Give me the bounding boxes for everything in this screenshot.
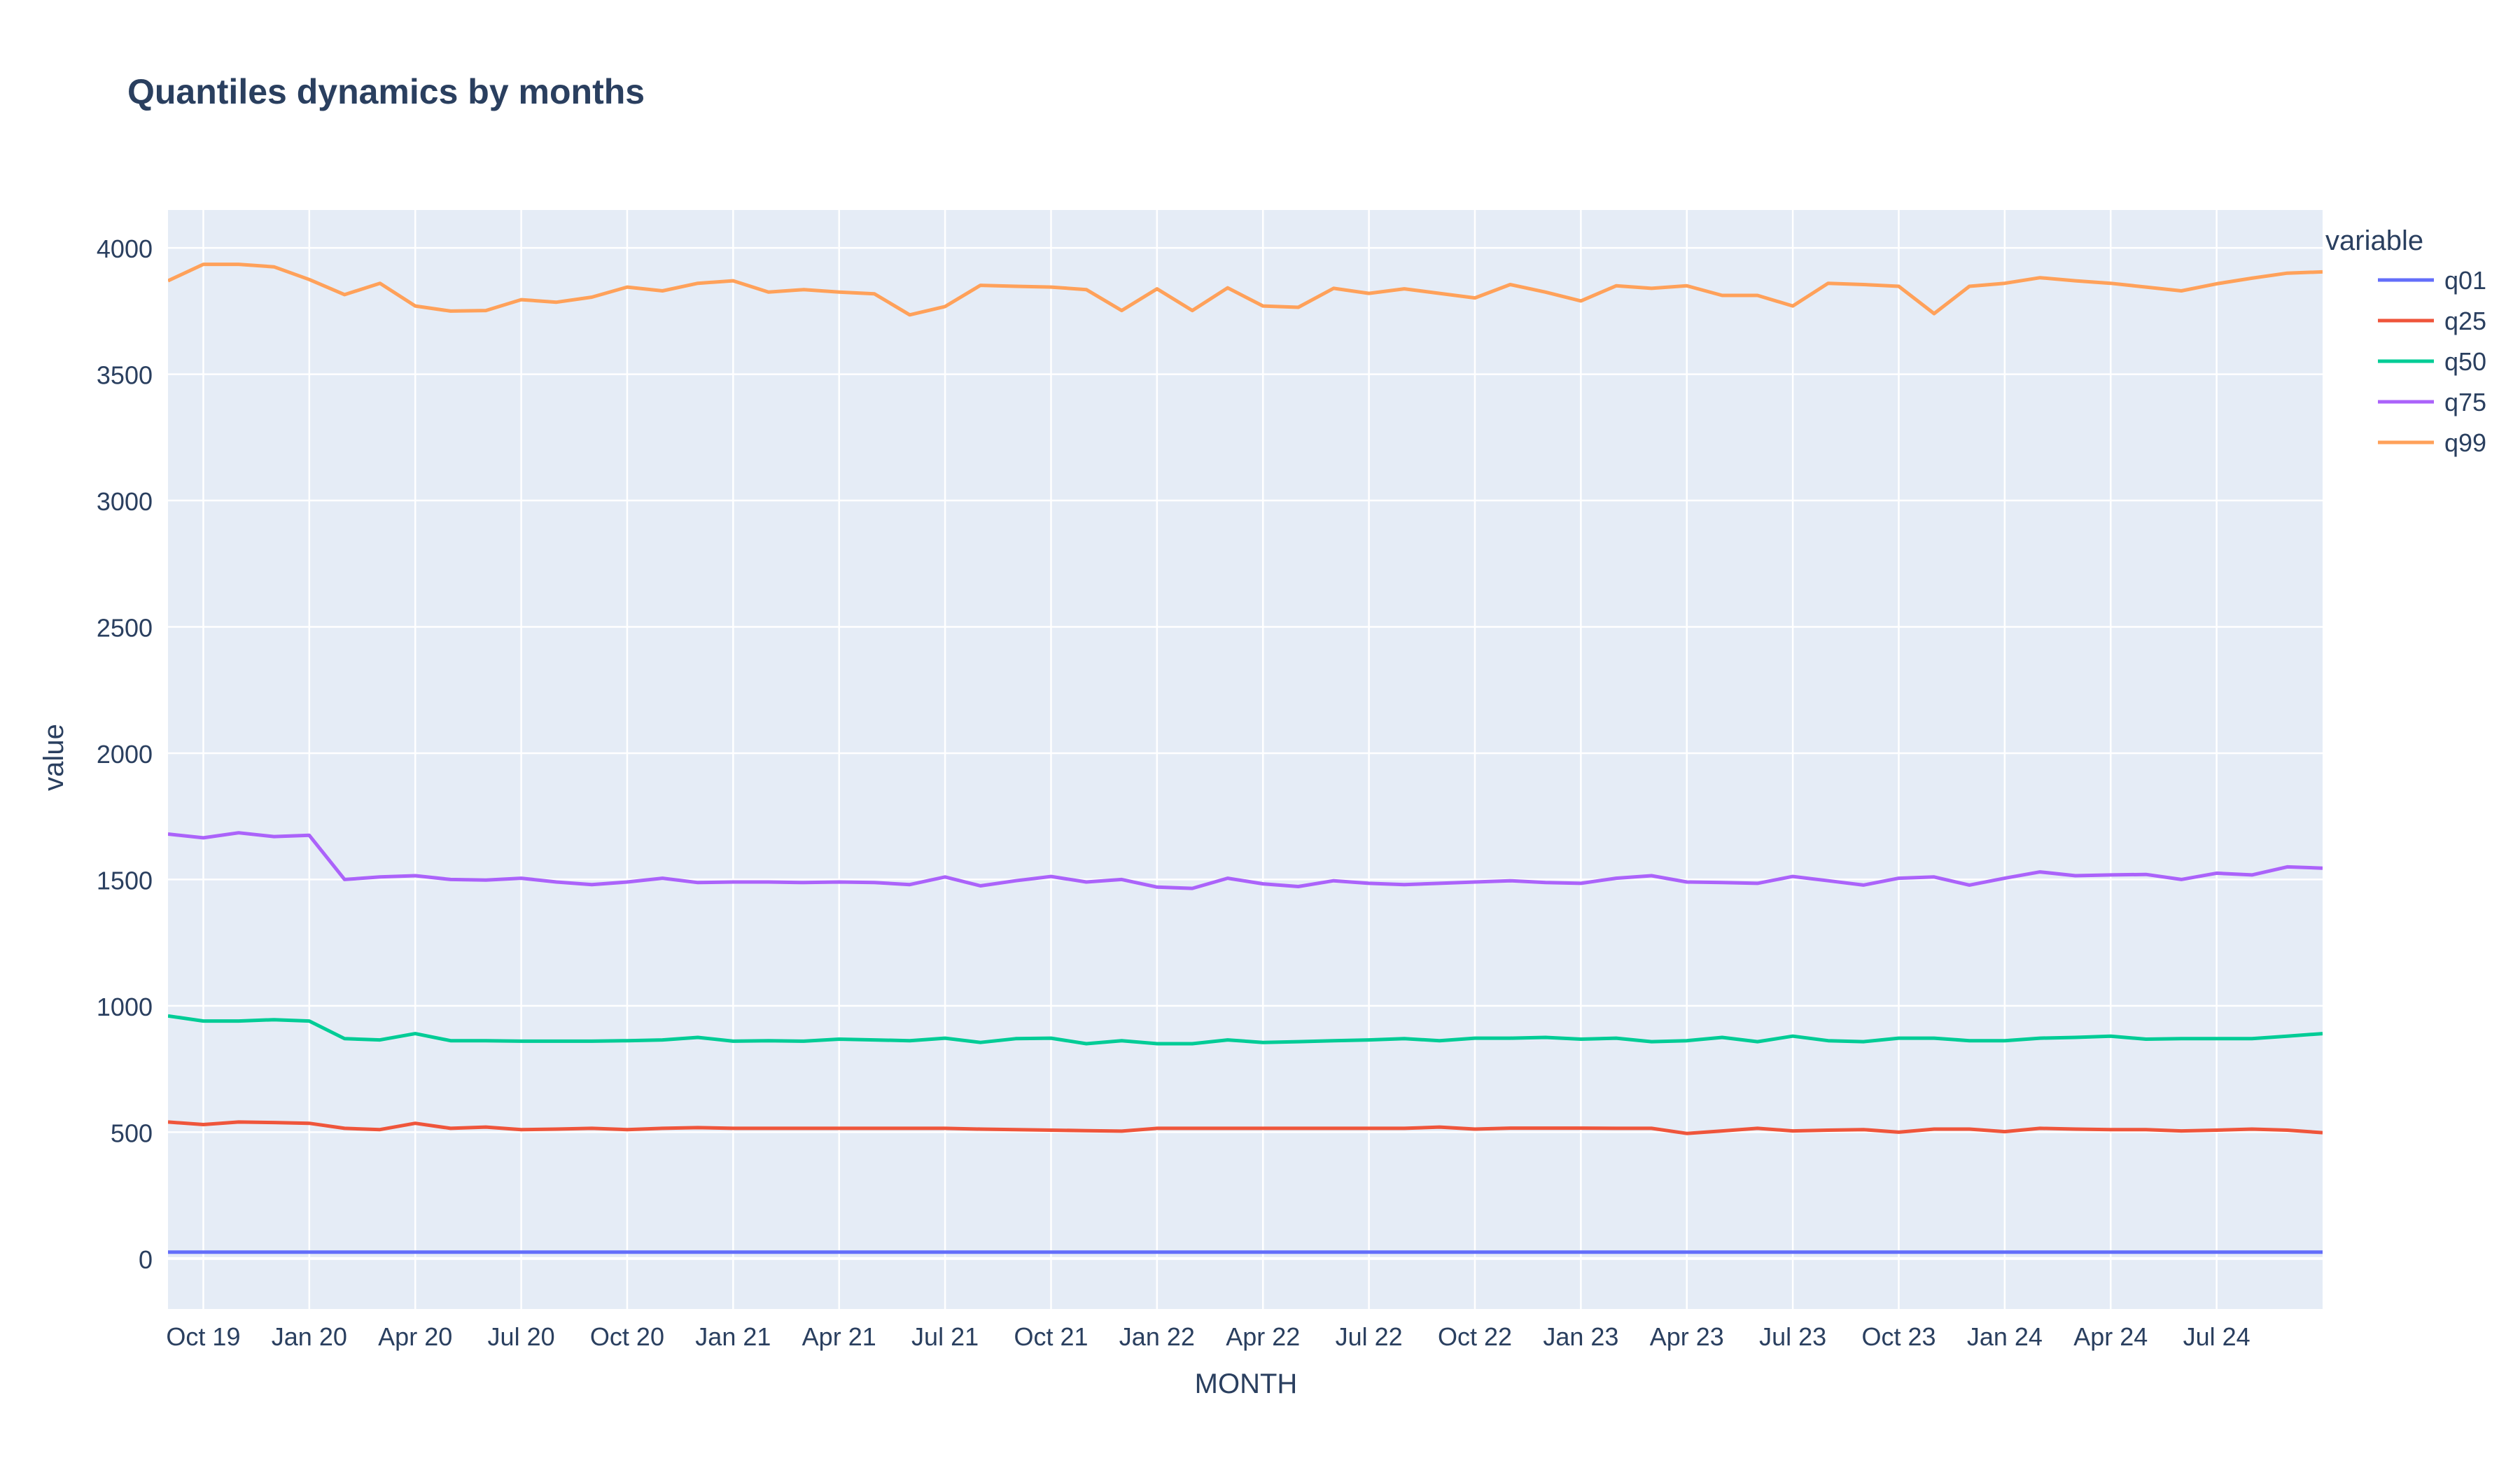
x-tick-label: Oct 19 xyxy=(166,1322,240,1351)
y-tick-label: 4000 xyxy=(97,234,153,263)
x-tick-label: Oct 20 xyxy=(590,1322,664,1351)
x-tick-label: Jul 23 xyxy=(1759,1322,1826,1351)
series-lines xyxy=(168,262,2323,1254)
legend-label-q99: q99 xyxy=(2444,428,2486,457)
series-line-q75 xyxy=(168,831,2323,890)
legend-label-q75: q75 xyxy=(2444,388,2486,416)
x-tick-label: Jan 23 xyxy=(1543,1322,1618,1351)
x-tick-label: Jul 22 xyxy=(1336,1322,1403,1351)
y-tick-label: 3500 xyxy=(97,361,153,390)
y-axis-title: value xyxy=(38,724,69,791)
y-tick-label: 0 xyxy=(139,1245,153,1274)
x-tick-label: Apr 21 xyxy=(802,1322,876,1351)
plot-background xyxy=(168,210,2323,1309)
y-tick-label: 1000 xyxy=(97,993,153,1021)
x-tick-label: Apr 23 xyxy=(1650,1322,1724,1351)
legend-label-q25: q25 xyxy=(2444,307,2486,335)
x-tick-label: Apr 22 xyxy=(1226,1322,1300,1351)
legend-title: variable xyxy=(2325,225,2423,256)
x-tick-label: Jan 20 xyxy=(272,1322,347,1351)
y-tick-label: 2000 xyxy=(97,740,153,769)
x-tick-label: Oct 23 xyxy=(1861,1322,1935,1351)
x-tick-label: Oct 22 xyxy=(1438,1322,1512,1351)
x-tick-label: Jan 22 xyxy=(1119,1322,1195,1351)
gridlines xyxy=(168,210,2323,1309)
chart-title: Quantiles dynamics by months xyxy=(127,72,645,111)
x-tick-label: Jul 24 xyxy=(2183,1322,2250,1351)
y-tick-label: 500 xyxy=(111,1119,153,1147)
x-tick-label: Apr 24 xyxy=(2073,1322,2148,1351)
legend: variable q01 q25 q50 q75 q99 xyxy=(2325,225,2486,457)
series-line-q50 xyxy=(168,1014,2323,1046)
x-axis-ticks: Oct 19 Jan 20 Apr 20 Jul 20 Oct 20 Jan 21 Apr … xyxy=(166,1322,2250,1351)
x-axis-title: MONTH xyxy=(1195,1368,1298,1399)
legend-label-q50: q50 xyxy=(2444,347,2486,376)
x-tick-label: Jul 21 xyxy=(911,1322,979,1351)
y-axis-ticks: 0 500 1000 1500 2000 2500 3000 3500 4000 xyxy=(97,234,153,1274)
y-tick-label: 2500 xyxy=(97,614,153,643)
x-tick-label: Oct 21 xyxy=(1014,1322,1088,1351)
x-tick-label: Jan 24 xyxy=(1967,1322,2043,1351)
series-line-q25 xyxy=(168,1120,2323,1135)
legend-label-q01: q01 xyxy=(2444,266,2486,295)
x-tick-label: Jan 21 xyxy=(695,1322,771,1351)
y-tick-label: 3000 xyxy=(97,487,153,516)
series-line-q99 xyxy=(168,262,2323,317)
x-tick-label: Jul 20 xyxy=(488,1322,555,1351)
x-tick-label: Apr 20 xyxy=(378,1322,452,1351)
plot-area xyxy=(168,210,2323,1309)
y-tick-label: 1500 xyxy=(97,866,153,895)
